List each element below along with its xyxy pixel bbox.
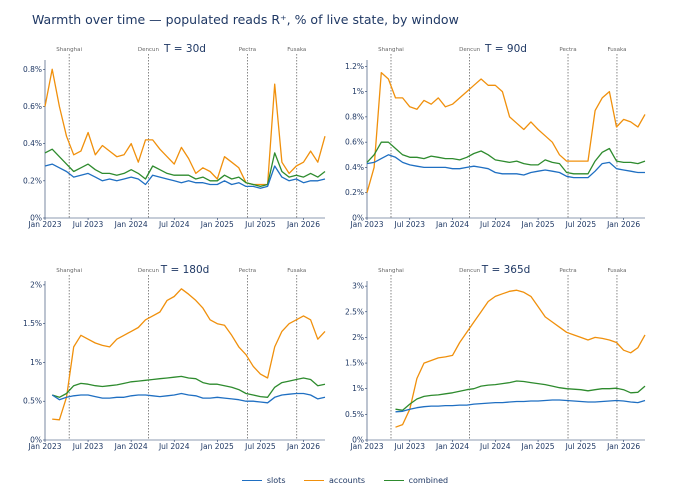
event-label-dencun: Dencun (138, 268, 160, 274)
y-tick-label: 0.8% (23, 65, 42, 74)
x-tick-label: Jul 2025 (565, 220, 597, 229)
series-line-slots (395, 399, 646, 413)
y-tick-label: 0.5% (345, 410, 364, 419)
y-tick-label: 0.4% (23, 139, 42, 148)
event-label-pectra: Pectra (559, 47, 576, 53)
y-tick-label: 0.5% (23, 397, 42, 406)
y-tick-label: 0.4% (345, 163, 364, 172)
event-label-shanghai: Shanghai (378, 268, 404, 274)
y-tick-label: 1.5% (345, 359, 364, 368)
x-tick-label: Jan 2025 (200, 220, 234, 229)
event-label-dencun: Dencun (459, 47, 481, 53)
figure-title: Warmth over time — populated reads R⁺, %… (32, 12, 459, 27)
event-label-shanghai: Shanghai (56, 47, 82, 53)
x-tick-label: Jan 2026 (286, 442, 320, 451)
y-tick-label: 0% (30, 214, 42, 223)
y-tick-label: 0.2% (23, 176, 42, 185)
event-label-fusaka: Fusaka (287, 268, 306, 274)
legend-label-combined: combined (408, 476, 449, 485)
panel-title-1: T = 90d (484, 43, 527, 55)
x-tick-label: Jul 2023 (72, 442, 104, 451)
event-label-dencun: Dencun (459, 268, 481, 274)
x-tick-label: Jul 2025 (565, 442, 597, 451)
event-label-fusaka: Fusaka (607, 47, 626, 53)
legend-item-accounts: accounts (304, 476, 365, 485)
panel-title-0: T = 30d (163, 43, 206, 55)
event-label-shanghai: Shanghai (378, 47, 404, 53)
legend-label-slots: slots (266, 476, 286, 485)
x-tick-label: Jan 2025 (521, 220, 555, 229)
legend-item-slots: slots (241, 476, 286, 485)
event-label-fusaka: Fusaka (287, 47, 306, 53)
y-tick-label: 1.2% (345, 62, 364, 71)
x-tick-label: Jan 2024 (435, 442, 469, 451)
y-tick-label: 2% (352, 333, 364, 342)
legend: slots accounts combined (0, 474, 690, 485)
series-line-accounts (52, 288, 326, 421)
x-tick-label: Jul 2023 (394, 220, 426, 229)
x-tick-label: Jan 2026 (606, 442, 640, 451)
series-line-combined (366, 141, 646, 175)
x-tick-label: Jan 2023 (27, 442, 61, 451)
x-tick-label: Jul 2023 (72, 220, 104, 229)
y-tick-label: 1% (30, 358, 42, 367)
x-tick-label: Jul 2025 (244, 220, 276, 229)
x-tick-label: Jan 2024 (114, 220, 148, 229)
x-tick-label: Jan 2025 (521, 442, 555, 451)
y-tick-label: 1.5% (23, 319, 42, 328)
x-tick-label: Jul 2023 (394, 442, 426, 451)
y-tick-label: 0.6% (23, 102, 42, 111)
event-label-pectra: Pectra (559, 268, 576, 274)
event-label-pectra: Pectra (239, 268, 256, 274)
y-tick-label: 1% (352, 87, 364, 96)
x-tick-label: Jul 2024 (158, 220, 190, 229)
y-tick-label: 2% (30, 280, 42, 289)
y-tick-label: 1% (352, 384, 364, 393)
series-line-slots (366, 154, 645, 179)
x-tick-label: Jul 2024 (479, 220, 511, 229)
y-tick-label: 0% (352, 214, 364, 223)
panel-title-2: T = 180d (160, 264, 210, 276)
x-tick-label: Jan 2023 (27, 220, 61, 229)
legend-label-accounts: accounts (329, 476, 366, 485)
series-line-accounts (395, 289, 646, 428)
x-tick-label: Jan 2026 (286, 220, 320, 229)
series-line-accounts (366, 71, 646, 193)
x-tick-label: Jan 2024 (114, 442, 148, 451)
series-line-combined (395, 380, 646, 411)
x-tick-label: Jan 2023 (349, 220, 383, 229)
x-tick-label: Jul 2024 (479, 442, 511, 451)
series-line-slots (51, 392, 326, 404)
event-label-dencun: Dencun (138, 47, 160, 53)
event-label-fusaka: Fusaka (607, 268, 626, 274)
x-tick-label: Jul 2025 (244, 442, 276, 451)
x-tick-label: Jan 2024 (435, 220, 469, 229)
series-line-slots (44, 163, 326, 189)
y-tick-label: 0.2% (345, 188, 364, 197)
y-tick-label: 0.8% (345, 112, 364, 121)
series-line-combined (52, 375, 326, 398)
event-label-pectra: Pectra (239, 47, 256, 53)
y-tick-label: 2.5% (345, 307, 364, 316)
series-line-combined (44, 148, 326, 188)
legend-swatch-slots (241, 480, 262, 481)
y-tick-label: 0.6% (345, 138, 364, 147)
panel-title-3: T = 365d (481, 264, 531, 276)
x-tick-label: Jan 2026 (606, 220, 640, 229)
x-tick-label: Jan 2025 (200, 442, 234, 451)
y-tick-label: 0% (30, 436, 42, 445)
legend-swatch-combined (383, 480, 404, 481)
legend-swatch-accounts (304, 480, 325, 481)
event-label-shanghai: Shanghai (56, 268, 82, 274)
series-line-accounts (44, 68, 326, 186)
y-tick-label: 0% (352, 436, 364, 445)
x-tick-label: Jul 2024 (158, 442, 190, 451)
x-tick-label: Jan 2023 (349, 442, 383, 451)
legend-item-combined: combined (383, 476, 449, 485)
y-tick-label: 3% (352, 282, 364, 291)
